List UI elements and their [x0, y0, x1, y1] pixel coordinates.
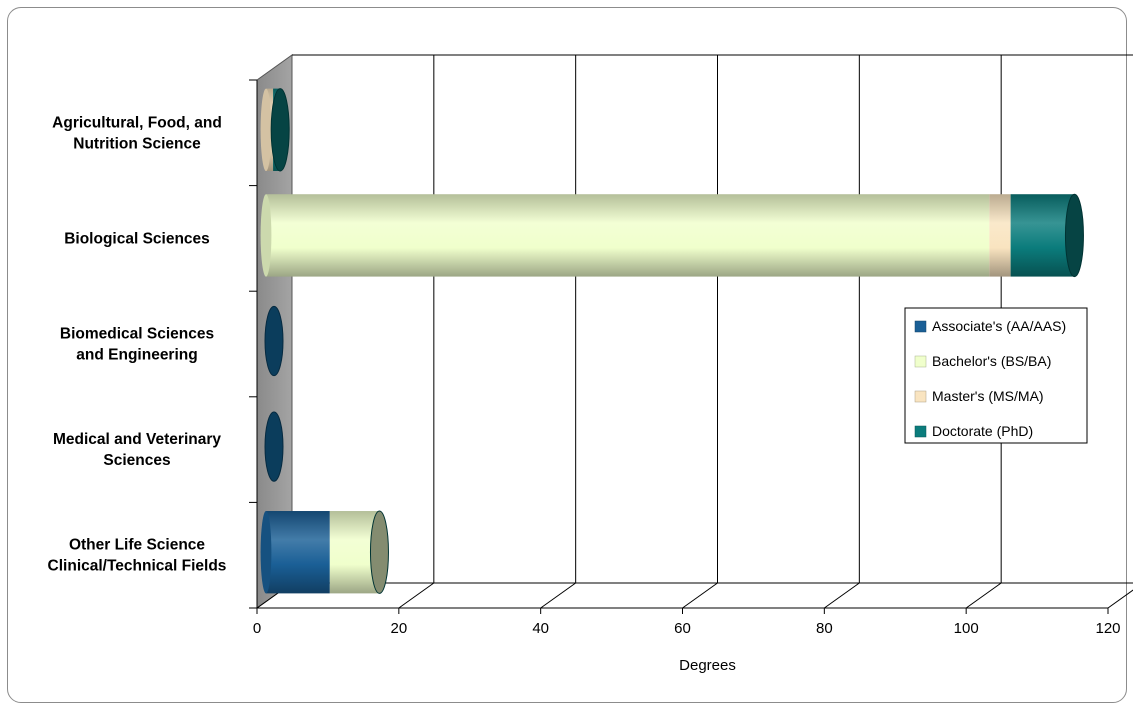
floor-gridline — [1107, 589, 1133, 609]
category-label: Biological Sciences — [64, 230, 210, 247]
category-label: Other Life Science — [69, 537, 205, 554]
legend-swatch — [914, 355, 927, 368]
category-label: and Engineering — [76, 347, 197, 364]
bar-end-cap — [260, 88, 272, 171]
floor-gridline — [540, 582, 576, 609]
legend-swatch — [914, 390, 927, 403]
x-tick-label: 40 — [532, 620, 549, 637]
x-tick-label: 80 — [816, 620, 833, 637]
legend-entry: Master's (MS/MA) — [932, 388, 1044, 404]
legend-entry: Associate's (AA/AAS) — [932, 318, 1066, 334]
bar-end-cap — [260, 194, 272, 277]
bar-end-cap — [369, 510, 389, 594]
bar-segment — [266, 194, 990, 277]
bar-end-cap — [260, 511, 272, 594]
x-tick-label: 20 — [390, 620, 407, 637]
legend-swatch — [914, 425, 927, 438]
x-axis-title: Degrees — [679, 657, 736, 674]
bar-segment — [1010, 194, 1075, 277]
category-label: Sciences — [103, 452, 170, 469]
bar-segment — [266, 511, 330, 594]
bar-end-cap — [1064, 193, 1084, 278]
category-label: Medical and Veterinary — [53, 431, 221, 448]
legend-box — [904, 307, 1088, 444]
floor-gridline — [965, 582, 1002, 609]
floor-gridline — [398, 582, 435, 609]
bar-end-cap — [264, 305, 284, 377]
category-label: Nutrition Science — [73, 135, 201, 152]
legend-entry: Doctorate (PhD) — [932, 423, 1033, 439]
bar-segment — [989, 194, 1011, 277]
bar-end-cap — [270, 88, 290, 172]
category-label: Clinical/Technical Fields — [48, 558, 227, 575]
category-label: Biomedical Sciences — [60, 326, 214, 343]
x-tick-label: 60 — [674, 620, 691, 637]
floor-gridline — [682, 582, 718, 609]
legend-swatch — [914, 320, 927, 333]
legend-entry: Bachelor's (BS/BA) — [932, 353, 1051, 369]
bar-end-cap — [264, 411, 284, 482]
floor-gridline — [824, 582, 860, 609]
x-tick-label: 100 — [954, 620, 979, 637]
x-tick-label: 0 — [253, 620, 261, 637]
x-tick-label: 120 — [1095, 620, 1120, 637]
category-label: Agricultural, Food, and — [52, 114, 222, 131]
